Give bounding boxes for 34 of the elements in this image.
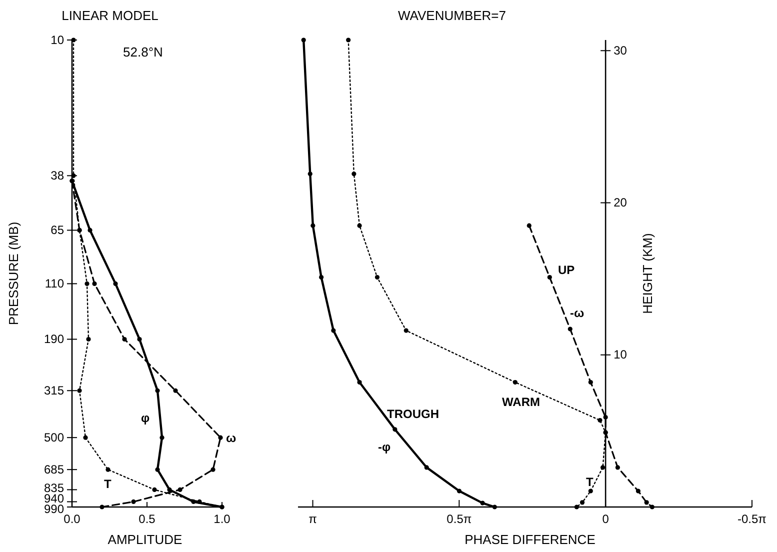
annotation: -φ <box>378 440 391 454</box>
y-tick-label: 65 <box>50 223 64 238</box>
y-axis-title: PRESSURE (MB) <box>6 222 21 326</box>
x-tick-label: 1.0 <box>214 512 231 526</box>
y-tick-label: 315 <box>44 383 64 398</box>
annotation: T <box>586 475 594 490</box>
chart-title: LINEAR MODEL <box>62 8 158 23</box>
x-tick-label: π <box>308 512 317 526</box>
y-tick-label: 110 <box>44 276 64 291</box>
annotation: UP <box>558 263 575 278</box>
y-tick-label: 20 <box>614 196 628 210</box>
x-axis-title: PHASE DIFFERENCE <box>464 532 596 547</box>
x-tick-label: 0.5 <box>138 512 156 526</box>
text: ω <box>226 431 236 446</box>
annotation: -ω <box>570 306 584 320</box>
y-tick-label: 500 <box>44 430 64 444</box>
y-tick-label: 38 <box>50 168 64 183</box>
y-axis-title: HEIGHT (KM) <box>640 233 655 314</box>
y-tick-label: 10 <box>614 348 628 362</box>
annotation: 52.8°N <box>123 44 163 60</box>
annotation: TROUGH <box>387 407 439 422</box>
y-tick-label: 30 <box>614 43 628 58</box>
x-axis-title: AMPLITUDE <box>108 532 183 547</box>
y-tick-label: 685 <box>44 462 64 476</box>
x-tick-label: 0.5π <box>446 512 472 526</box>
x-tick-label: 0.0 <box>64 512 81 526</box>
annotation: φ <box>141 411 150 426</box>
annotation: WARM <box>502 395 540 410</box>
x-tick-label: 0 <box>602 512 610 526</box>
y-tick-label: 10 <box>50 32 64 47</box>
x-tick-label: -0.5π <box>737 512 766 526</box>
annotation: T <box>104 477 112 492</box>
y-tick-label: 190 <box>44 332 64 346</box>
chart-title: WAVENUMBER=7 <box>398 8 506 23</box>
